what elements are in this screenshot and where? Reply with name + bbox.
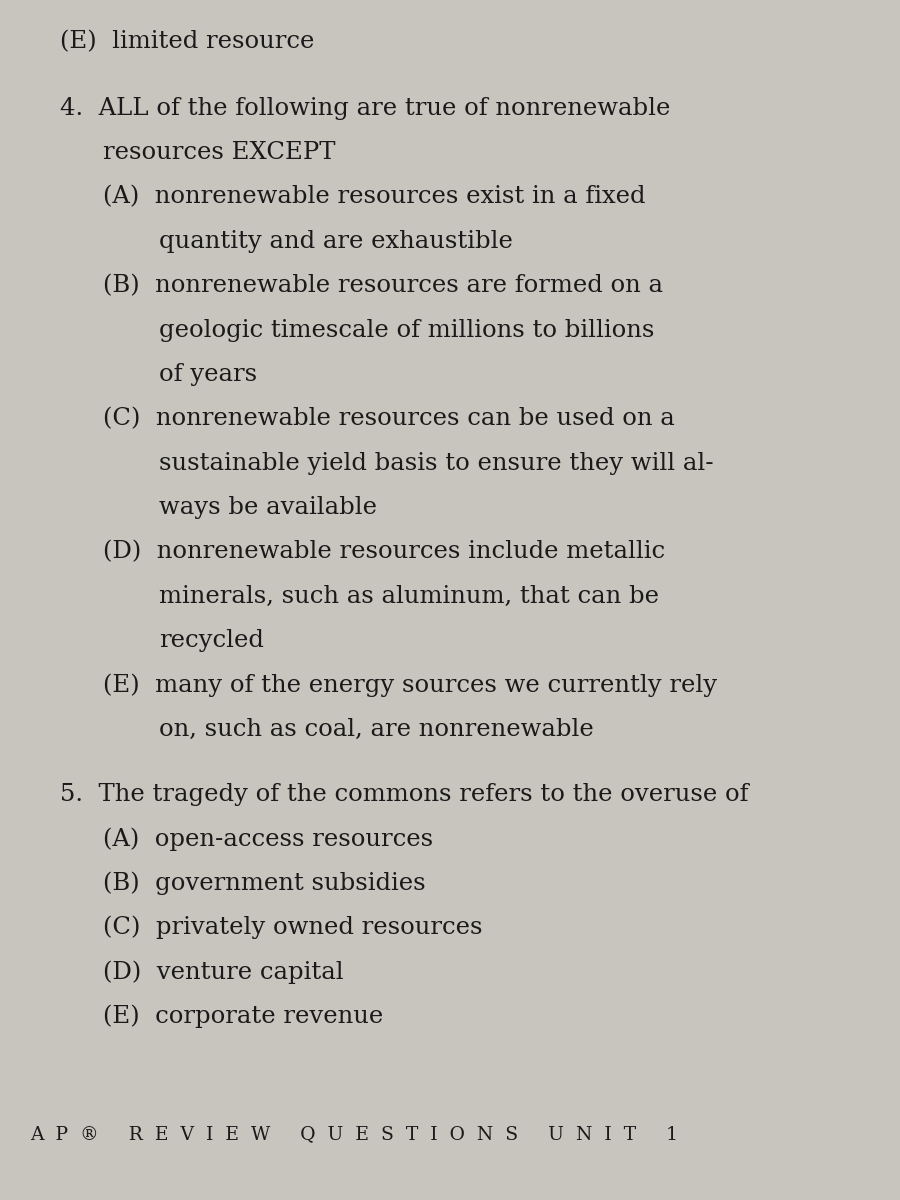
Text: of years: of years bbox=[159, 362, 257, 386]
Text: minerals, such as aluminum, that can be: minerals, such as aluminum, that can be bbox=[159, 584, 659, 608]
Text: (C)  privately owned resources: (C) privately owned resources bbox=[104, 916, 482, 940]
Text: (D)  venture capital: (D) venture capital bbox=[104, 960, 344, 984]
Text: (E)  corporate revenue: (E) corporate revenue bbox=[104, 1004, 383, 1028]
Text: (D)  nonrenewable resources include metallic: (D) nonrenewable resources include metal… bbox=[104, 540, 665, 564]
Text: (A)  nonrenewable resources exist in a fixed: (A) nonrenewable resources exist in a fi… bbox=[104, 185, 645, 209]
Text: on, such as coal, are nonrenewable: on, such as coal, are nonrenewable bbox=[159, 718, 594, 742]
Text: 4.  ALL of the following are true of nonrenewable: 4. ALL of the following are true of nonr… bbox=[60, 96, 670, 120]
Text: sustainable yield basis to ensure they will al-: sustainable yield basis to ensure they w… bbox=[159, 451, 714, 475]
Text: (E)  limited resource: (E) limited resource bbox=[60, 30, 315, 54]
Text: A  P  ®     R  E  V  I  E  W     Q  U  E  S  T  I  O  N  S     U  N  I  T     1: A P ® R E V I E W Q U E S T I O N S U N … bbox=[30, 1126, 678, 1142]
Text: (B)  nonrenewable resources are formed on a: (B) nonrenewable resources are formed on… bbox=[104, 274, 663, 298]
Text: recycled: recycled bbox=[159, 629, 264, 653]
Text: 5.  The tragedy of the commons refers to the overuse of: 5. The tragedy of the commons refers to … bbox=[60, 782, 749, 806]
Text: (E)  many of the energy sources we currently rely: (E) many of the energy sources we curren… bbox=[104, 673, 717, 697]
Text: (A)  open-access resources: (A) open-access resources bbox=[104, 827, 433, 851]
Text: (C)  nonrenewable resources can be used on a: (C) nonrenewable resources can be used o… bbox=[104, 407, 675, 431]
Text: geologic timescale of millions to billions: geologic timescale of millions to billio… bbox=[159, 318, 654, 342]
Text: ways be available: ways be available bbox=[159, 496, 377, 520]
Text: quantity and are exhaustible: quantity and are exhaustible bbox=[159, 229, 513, 253]
Text: resources EXCEPT: resources EXCEPT bbox=[104, 140, 336, 164]
Text: (B)  government subsidies: (B) government subsidies bbox=[104, 871, 426, 895]
